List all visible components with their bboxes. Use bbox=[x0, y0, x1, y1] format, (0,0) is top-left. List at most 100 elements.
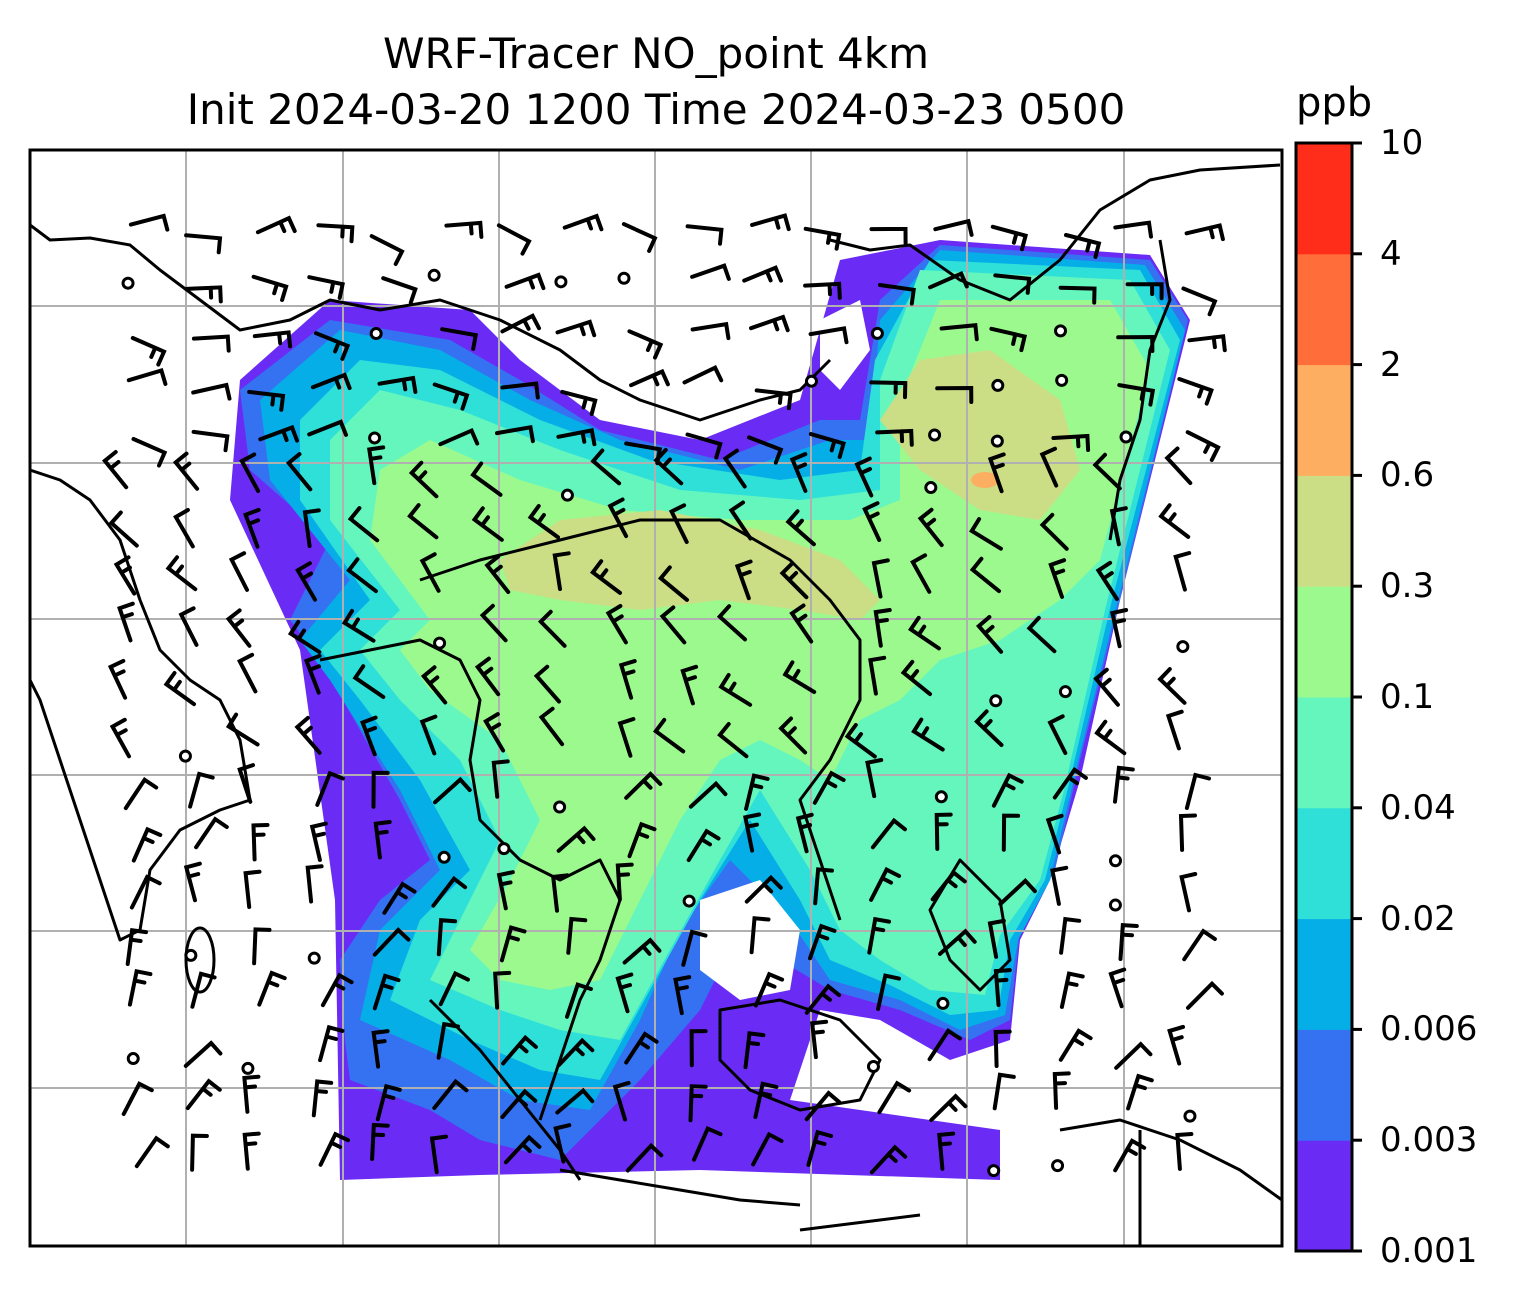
calm-marker bbox=[934, 790, 948, 804]
wind-barb bbox=[1184, 223, 1225, 242]
wind-barb bbox=[870, 817, 907, 850]
wind-barb bbox=[1157, 667, 1187, 705]
wind-barb bbox=[685, 224, 724, 246]
wind-barb bbox=[911, 717, 945, 752]
wind-barb bbox=[937, 1131, 956, 1171]
wind-barb bbox=[436, 918, 458, 957]
wind-barb bbox=[993, 1029, 1012, 1068]
wind-barb bbox=[252, 927, 272, 966]
wind-barb bbox=[552, 551, 571, 591]
wind-barb bbox=[307, 275, 345, 300]
wind-barb bbox=[190, 971, 217, 1009]
wind-barb bbox=[303, 653, 322, 695]
wind-barb bbox=[782, 660, 817, 694]
wind-barb bbox=[657, 565, 689, 602]
wind-barb bbox=[754, 388, 793, 411]
wind-barb bbox=[433, 776, 472, 805]
plot-title-line-1: WRF-Tracer NO_point 4km bbox=[382, 29, 930, 78]
wind-barb bbox=[128, 213, 170, 232]
wind-barb bbox=[804, 983, 842, 1015]
field-gap-bay bbox=[700, 880, 800, 1000]
wind-barb bbox=[123, 777, 159, 811]
wind-barb bbox=[808, 923, 837, 961]
calm-marker bbox=[1176, 640, 1190, 654]
wind-barb bbox=[779, 561, 809, 600]
wind-barb bbox=[287, 619, 322, 654]
wind-barb bbox=[188, 771, 215, 809]
coast-bottom-islands bbox=[799, 1213, 921, 1232]
wind-barb bbox=[382, 881, 417, 915]
wind-barb bbox=[538, 706, 565, 747]
wind-barb bbox=[813, 867, 834, 906]
colorbar-tick-label: 0.04 bbox=[1380, 787, 1456, 828]
wind-barb bbox=[225, 608, 252, 648]
coast-borneo bbox=[718, 998, 882, 1112]
wind-barb bbox=[808, 432, 846, 459]
wind-barb bbox=[1113, 765, 1135, 804]
wind-barb bbox=[493, 970, 512, 1010]
wind-barb bbox=[165, 555, 198, 592]
wind-barb bbox=[550, 873, 570, 913]
wind-barb bbox=[163, 671, 196, 707]
wind-barb bbox=[969, 517, 1003, 551]
wind-barb bbox=[686, 828, 721, 863]
coast-korea-japan bbox=[829, 163, 1281, 302]
wind-barb bbox=[1187, 334, 1227, 353]
wind-barb bbox=[744, 773, 770, 811]
wind-barb bbox=[747, 435, 784, 465]
wind-barb bbox=[1026, 615, 1057, 654]
calm-marker bbox=[560, 488, 574, 502]
wind-barbs bbox=[101, 213, 1227, 1175]
wind-barb bbox=[869, 1144, 908, 1175]
wind-barb bbox=[243, 507, 261, 549]
wind-barb bbox=[607, 497, 629, 539]
calm-marker bbox=[990, 434, 1004, 448]
wind-barb bbox=[987, 452, 1006, 494]
wind-barb bbox=[624, 771, 663, 800]
calm-marker bbox=[928, 428, 942, 442]
colorbar-tick-label: 4 bbox=[1380, 233, 1402, 274]
wind-barb bbox=[929, 1093, 968, 1122]
wind-barb bbox=[1039, 446, 1059, 488]
wind-barb bbox=[750, 213, 791, 232]
wind-barb bbox=[372, 927, 411, 957]
coast-japan bbox=[1108, 239, 1172, 541]
wind-barb bbox=[496, 870, 515, 911]
wind-barb bbox=[1039, 512, 1069, 551]
wind-barb bbox=[1126, 1073, 1154, 1111]
coast-west-asia bbox=[30, 223, 832, 422]
wind-barb bbox=[371, 770, 390, 809]
wind-barb bbox=[178, 606, 199, 647]
wind-barb bbox=[1059, 971, 1085, 1009]
wind-barb bbox=[652, 717, 686, 754]
wind-barb bbox=[627, 821, 657, 859]
wind-barb bbox=[1052, 767, 1088, 800]
wind-barb bbox=[1186, 980, 1224, 1010]
wind-barb bbox=[877, 1080, 912, 1115]
wind-barb bbox=[808, 326, 849, 345]
wind-barb bbox=[225, 712, 260, 747]
wind-barb bbox=[1095, 560, 1119, 601]
wind-barb bbox=[407, 503, 439, 540]
wind-barb bbox=[751, 1131, 784, 1167]
calm-marker bbox=[924, 481, 938, 495]
wind-barb bbox=[255, 215, 297, 235]
wind-barb bbox=[375, 1083, 402, 1122]
wind-barb bbox=[420, 665, 448, 705]
wind-barb bbox=[1178, 813, 1197, 852]
wind-barb bbox=[869, 226, 908, 245]
colorbar-segment bbox=[1296, 697, 1352, 809]
wind-barb bbox=[285, 452, 313, 492]
calm-marker bbox=[936, 996, 950, 1010]
wind-barb bbox=[612, 1080, 631, 1122]
wind-barb bbox=[934, 812, 953, 851]
wind-barb bbox=[1118, 922, 1139, 961]
calm-marker bbox=[991, 378, 1005, 392]
wind-barb bbox=[753, 1081, 779, 1119]
colorbar-tick-label: 0.6 bbox=[1380, 455, 1435, 496]
wind-barb bbox=[716, 604, 747, 642]
wind-barb bbox=[991, 772, 1024, 808]
wind-barb bbox=[789, 603, 814, 644]
wind-barb bbox=[1184, 772, 1211, 810]
